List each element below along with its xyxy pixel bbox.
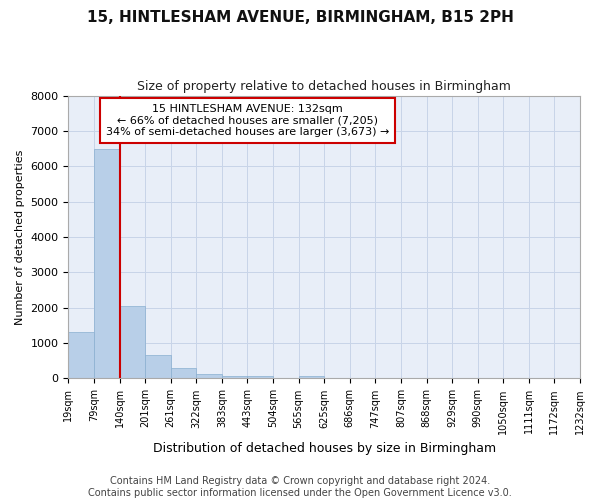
X-axis label: Distribution of detached houses by size in Birmingham: Distribution of detached houses by size …: [152, 442, 496, 455]
Text: 15, HINTLESHAM AVENUE, BIRMINGHAM, B15 2PH: 15, HINTLESHAM AVENUE, BIRMINGHAM, B15 2…: [86, 10, 514, 25]
Bar: [247, 376, 273, 378]
Title: Size of property relative to detached houses in Birmingham: Size of property relative to detached ho…: [137, 80, 511, 93]
Bar: [68, 332, 94, 378]
Bar: [222, 376, 247, 378]
Bar: [196, 374, 222, 378]
Bar: [299, 376, 324, 378]
Bar: [145, 356, 171, 378]
Text: 15 HINTLESHAM AVENUE: 132sqm
← 66% of detached houses are smaller (7,205)
34% of: 15 HINTLESHAM AVENUE: 132sqm ← 66% of de…: [106, 104, 389, 137]
Text: Contains HM Land Registry data © Crown copyright and database right 2024.
Contai: Contains HM Land Registry data © Crown c…: [88, 476, 512, 498]
Bar: [119, 306, 145, 378]
Bar: [171, 368, 196, 378]
Y-axis label: Number of detached properties: Number of detached properties: [15, 150, 25, 324]
Bar: [94, 148, 119, 378]
